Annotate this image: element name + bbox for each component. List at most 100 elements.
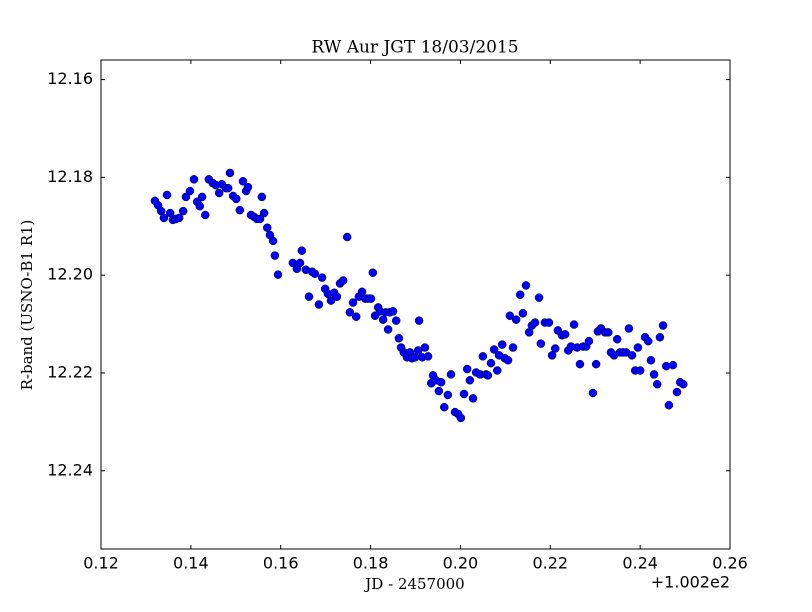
data-point bbox=[530, 318, 540, 327]
data-point bbox=[440, 402, 449, 412]
data-point bbox=[262, 223, 272, 232]
data-point bbox=[483, 371, 493, 380]
data-point bbox=[345, 308, 355, 317]
data-point bbox=[497, 340, 507, 349]
data-point bbox=[257, 192, 267, 202]
data-point bbox=[174, 213, 184, 223]
data-point bbox=[591, 359, 601, 369]
data-point bbox=[366, 294, 376, 303]
data-point bbox=[478, 352, 488, 361]
data-point bbox=[560, 330, 570, 339]
data-point bbox=[423, 352, 433, 361]
data-point bbox=[443, 390, 453, 400]
data-point bbox=[231, 194, 241, 204]
data-point bbox=[462, 364, 472, 374]
data-point bbox=[185, 186, 195, 196]
data-point bbox=[268, 236, 278, 246]
data-point bbox=[420, 343, 430, 352]
data-point bbox=[521, 281, 531, 290]
data-point bbox=[664, 400, 674, 410]
x-tick-label: 0.22 bbox=[532, 554, 568, 573]
data-point bbox=[633, 343, 643, 352]
data-point bbox=[273, 270, 283, 279]
data-point bbox=[338, 276, 348, 285]
data-point bbox=[465, 376, 475, 385]
x-tick-label: 0.24 bbox=[622, 554, 658, 573]
data-point bbox=[646, 355, 656, 365]
data-point bbox=[225, 168, 235, 178]
data-point bbox=[624, 324, 634, 333]
data-point bbox=[446, 370, 456, 379]
data-point bbox=[536, 339, 546, 348]
data-point bbox=[388, 307, 398, 316]
data-point bbox=[436, 378, 446, 387]
data-point bbox=[195, 201, 205, 211]
data-point bbox=[326, 296, 336, 305]
data-point bbox=[214, 188, 224, 198]
data-point bbox=[189, 175, 199, 184]
data-point bbox=[238, 177, 248, 186]
data-point bbox=[383, 325, 393, 334]
data-point bbox=[368, 268, 378, 277]
data-point bbox=[459, 389, 469, 399]
data-point bbox=[550, 344, 560, 353]
data-point bbox=[643, 336, 653, 346]
data-point bbox=[518, 309, 528, 318]
data-point bbox=[679, 379, 688, 389]
data-point bbox=[159, 213, 169, 223]
data-point bbox=[511, 315, 521, 324]
data-point bbox=[351, 312, 361, 321]
data-point bbox=[672, 387, 682, 397]
x-tick-label: 0.16 bbox=[263, 554, 299, 573]
y-tick-label: 12.22 bbox=[47, 362, 93, 381]
y-axis-label: R-band (USNO-B1 R1) bbox=[18, 220, 36, 391]
x-offset-label: +1.002e2 bbox=[651, 573, 730, 592]
data-point bbox=[652, 379, 662, 389]
data-point bbox=[200, 210, 210, 220]
data-point bbox=[503, 355, 513, 365]
data-point bbox=[649, 370, 659, 379]
chart-title: RW Aur JGT 18/03/2015 bbox=[311, 38, 518, 58]
data-point bbox=[295, 258, 305, 268]
data-point bbox=[588, 388, 598, 398]
data-point bbox=[332, 292, 342, 301]
data-point bbox=[486, 358, 496, 368]
data-point bbox=[235, 205, 245, 215]
y-tick-label: 12.20 bbox=[47, 265, 93, 284]
data-point bbox=[456, 413, 466, 423]
data-point bbox=[434, 386, 444, 396]
y-tick-label: 12.18 bbox=[47, 167, 93, 186]
plot-frame bbox=[100, 59, 731, 550]
data-point bbox=[508, 343, 518, 352]
data-point bbox=[391, 316, 401, 325]
x-tick-label: 0.26 bbox=[712, 554, 748, 573]
data-point bbox=[342, 232, 352, 242]
data-point bbox=[635, 366, 645, 375]
data-point bbox=[569, 320, 579, 329]
y-tick-label: 12.24 bbox=[47, 460, 93, 479]
data-point bbox=[259, 208, 269, 218]
data-point bbox=[655, 333, 665, 342]
data-point bbox=[243, 182, 253, 192]
x-tick-label: 0.18 bbox=[353, 554, 389, 573]
data-point bbox=[317, 273, 327, 282]
data-point bbox=[603, 328, 613, 337]
data-point bbox=[505, 311, 515, 320]
x-axis-label: JD - 2457000 bbox=[363, 575, 464, 593]
x-tick-label: 0.12 bbox=[83, 554, 119, 573]
data-point bbox=[544, 318, 554, 327]
data-point bbox=[255, 214, 265, 224]
data-point bbox=[378, 315, 388, 324]
data-point bbox=[181, 192, 191, 202]
data-point bbox=[658, 321, 668, 330]
data-point bbox=[223, 183, 233, 193]
data-point bbox=[534, 293, 544, 302]
data-point bbox=[584, 336, 594, 346]
data-point bbox=[468, 394, 478, 403]
x-tick-label: 0.20 bbox=[443, 554, 479, 573]
data-point bbox=[414, 316, 424, 325]
data-point bbox=[627, 351, 637, 360]
